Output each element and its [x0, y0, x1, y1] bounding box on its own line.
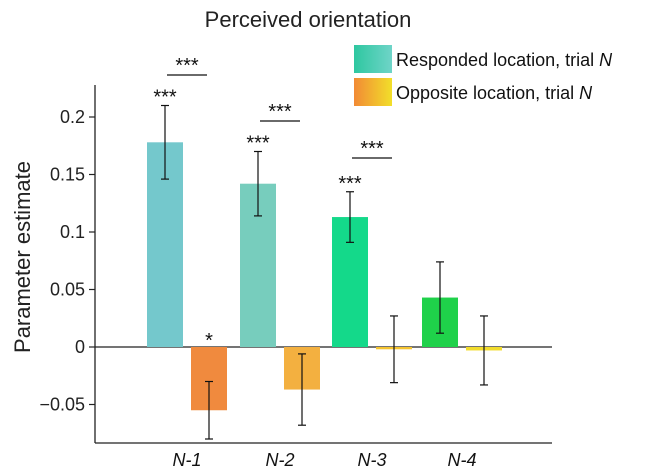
- y-tick-label: 0.15: [50, 165, 85, 185]
- y-tick-label: 0.2: [60, 107, 85, 127]
- y-tick-label: 0.05: [50, 280, 85, 300]
- legend: Responded location, trial N Opposite loc…: [354, 45, 613, 106]
- legend-item-responded: Responded location, trial N: [354, 45, 613, 73]
- y-ticks: −0.05 0 0.05 0.1 0.15 0.2: [39, 107, 95, 415]
- legend-swatch-responded: [354, 45, 392, 73]
- legend-item-opposite: Opposite location, trial N: [354, 78, 593, 106]
- legend-label-responded: Responded location, trial N: [396, 50, 613, 70]
- category-label-n-1: N-1: [172, 450, 201, 470]
- significance-label: ***: [246, 133, 270, 155]
- pair-significance-label: ***: [175, 55, 199, 77]
- y-tick-label: −0.05: [39, 395, 85, 415]
- pair-significance-label: ***: [268, 101, 292, 123]
- category-label-n-3: N-3: [357, 450, 386, 470]
- significance-label: ***: [338, 173, 362, 195]
- category-labels: N-1 N-2 N-3 N-4: [172, 450, 476, 470]
- legend-swatch-opposite: [354, 78, 392, 106]
- category-label-n-4: N-4: [447, 450, 476, 470]
- significance-label: ***: [153, 87, 177, 109]
- y-tick-label: 0.1: [60, 222, 85, 242]
- significance-marks: *******************: [153, 55, 392, 352]
- error-bars: [161, 104, 488, 440]
- category-label-n-2: N-2: [265, 450, 294, 470]
- y-axis-label: Parameter estimate: [10, 161, 35, 353]
- y-tick-label: 0: [75, 337, 85, 357]
- chart-title: Perceived orientation: [205, 7, 412, 32]
- significance-label: *: [205, 330, 213, 352]
- bars: [147, 142, 502, 411]
- pair-significance-label: ***: [360, 138, 384, 160]
- legend-label-opposite: Opposite location, trial N: [396, 83, 593, 103]
